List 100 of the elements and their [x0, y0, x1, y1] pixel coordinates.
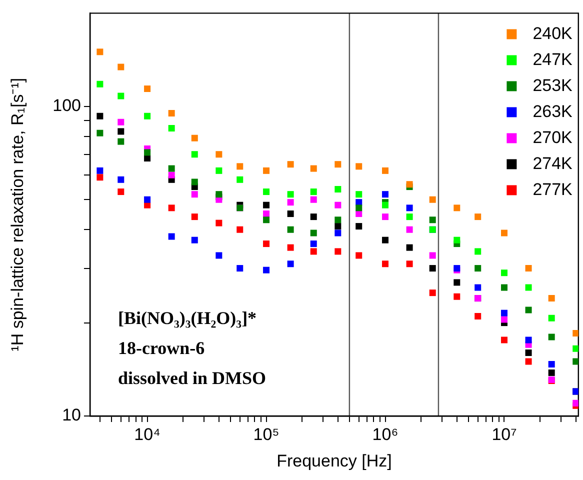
point	[287, 226, 294, 233]
point	[310, 248, 317, 255]
annotation: 18-crown-6	[118, 338, 205, 358]
point	[572, 358, 578, 365]
point	[96, 112, 104, 120]
point	[191, 236, 198, 244]
point	[525, 265, 532, 272]
point	[216, 167, 222, 174]
point	[96, 174, 104, 181]
point	[287, 191, 294, 198]
point	[191, 191, 198, 198]
point	[382, 202, 389, 208]
y-tick-label: 10	[62, 406, 81, 425]
point	[406, 204, 413, 212]
point	[525, 336, 532, 344]
point	[144, 112, 151, 120]
point	[334, 230, 342, 236]
point	[406, 260, 413, 268]
point	[548, 334, 555, 340]
point	[500, 336, 508, 344]
point	[168, 125, 175, 132]
point	[191, 151, 198, 158]
point	[334, 248, 342, 255]
x-tick-label: 10⁴	[134, 424, 160, 444]
point	[454, 293, 460, 300]
point	[572, 345, 578, 352]
point	[525, 284, 532, 291]
legend-label: 253K	[532, 76, 574, 95]
x-tick-label: 10⁷	[492, 424, 517, 444]
point	[406, 181, 413, 188]
point	[191, 178, 198, 186]
point	[334, 186, 342, 193]
annotation: dissolved in DMSO	[118, 368, 266, 388]
point	[406, 214, 413, 220]
x-axis-title: Frequency [Hz]	[276, 451, 392, 470]
point	[263, 210, 270, 218]
point	[216, 220, 222, 226]
point	[310, 240, 317, 248]
point	[144, 155, 151, 162]
point	[406, 226, 413, 233]
point	[144, 196, 151, 203]
point	[334, 223, 342, 230]
point	[263, 266, 270, 274]
point	[168, 204, 175, 212]
point	[429, 196, 436, 203]
point	[454, 279, 460, 286]
point	[96, 167, 104, 174]
point	[548, 314, 555, 322]
legend-label: 263K	[532, 102, 574, 121]
y-axis-title: ¹H spin-lattice relaxation rate, R₁[s⁻¹]	[8, 78, 27, 352]
point	[382, 191, 389, 198]
point	[310, 165, 317, 172]
point	[216, 151, 222, 158]
point	[525, 350, 532, 356]
point	[429, 290, 436, 296]
point	[168, 233, 175, 240]
point	[500, 284, 508, 291]
point	[287, 199, 294, 206]
point	[287, 260, 294, 268]
point	[500, 230, 508, 236]
point	[263, 240, 270, 248]
point	[191, 134, 198, 142]
point	[216, 252, 222, 259]
point	[263, 202, 270, 208]
point	[310, 188, 317, 196]
point	[168, 165, 175, 172]
point	[287, 210, 294, 218]
legend-label: 274K	[532, 154, 574, 173]
point	[382, 236, 389, 244]
point	[168, 110, 175, 117]
point	[382, 167, 389, 174]
point	[525, 358, 532, 365]
point	[310, 230, 317, 236]
point	[454, 204, 460, 212]
point	[287, 244, 294, 251]
legend-label: 270K	[532, 128, 574, 147]
point	[334, 202, 342, 208]
point	[263, 216, 270, 224]
point	[454, 236, 460, 244]
point	[406, 244, 413, 251]
annotation: [Bi(NO₃)₃(H₂O)₃]*	[118, 308, 257, 328]
point	[429, 252, 436, 259]
legend-label: 247K	[532, 50, 574, 69]
point	[96, 48, 104, 56]
point	[382, 214, 389, 220]
point	[310, 196, 317, 203]
point	[429, 216, 436, 224]
point	[500, 310, 508, 316]
point	[525, 306, 532, 314]
point	[548, 360, 555, 368]
point	[382, 260, 389, 268]
point	[263, 167, 270, 174]
point	[96, 80, 104, 88]
point	[287, 161, 294, 168]
point	[263, 188, 270, 196]
x-tick-label: 10⁶	[372, 424, 398, 444]
point	[144, 149, 151, 156]
point	[168, 172, 175, 178]
point	[144, 86, 151, 92]
point	[216, 191, 222, 198]
